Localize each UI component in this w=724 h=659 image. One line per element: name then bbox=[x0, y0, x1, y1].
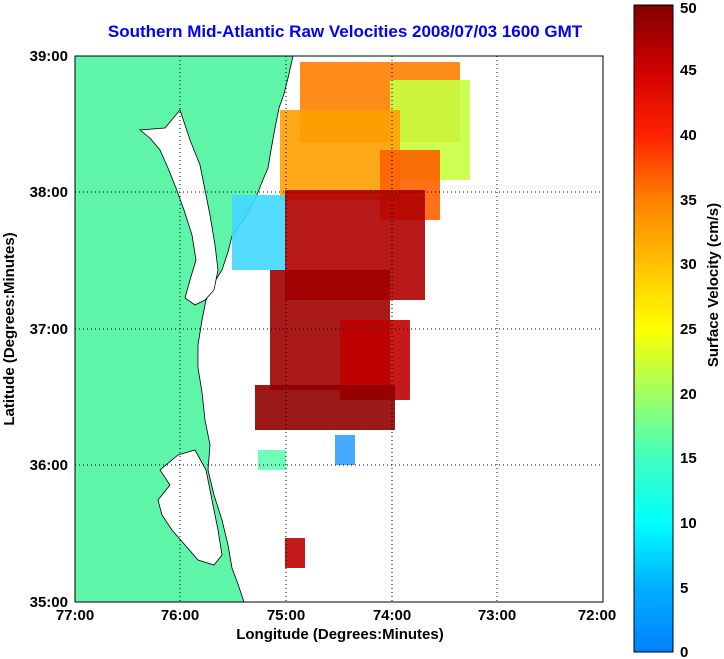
x-tick-label: 75:00 bbox=[267, 607, 305, 624]
velocity-patch bbox=[285, 538, 305, 568]
y-tick-label: 37:00 bbox=[30, 321, 68, 338]
colorbar-tick-label: 20 bbox=[680, 386, 697, 403]
chesapeake-bay bbox=[138, 109, 219, 306]
x-axis-label: Longitude (Degrees:Minutes) bbox=[236, 626, 444, 643]
colorbar-tick-labels: 0 5 10 15 20 25 30 35 40 45 50 bbox=[680, 0, 697, 659]
colorbar-tick-label: 45 bbox=[680, 62, 697, 79]
velocity-patch bbox=[258, 450, 286, 470]
y-tick-label: 38:00 bbox=[30, 184, 68, 201]
x-tick-label: 73:00 bbox=[478, 607, 516, 624]
grid-lines bbox=[75, 56, 603, 602]
colorbar-tick-label: 35 bbox=[680, 192, 697, 209]
x-tick-label: 72:00 bbox=[578, 607, 616, 624]
colorbar-tick-label: 15 bbox=[680, 450, 697, 467]
velocity-patch bbox=[335, 435, 355, 465]
y-axis-label: Latitude (Degrees:Minutes) bbox=[1, 232, 18, 425]
colorbar-tick-label: 0 bbox=[680, 644, 688, 659]
plot-frame bbox=[74, 55, 604, 603]
colorbar-tick-label: 30 bbox=[680, 256, 697, 273]
y-tick-label: 35:00 bbox=[30, 594, 68, 611]
y-tick-labels: 35:00 36:00 37:00 38:00 39:00 bbox=[30, 48, 68, 611]
y-tick-label: 36:00 bbox=[30, 457, 68, 474]
colorbar-tick-label: 10 bbox=[680, 515, 697, 532]
x-tick-label: 74:00 bbox=[373, 607, 411, 624]
chart-title: Southern Mid-Atlantic Raw Velocities 200… bbox=[107, 22, 583, 41]
colorbar-label: Surface Velocity (cm/s) bbox=[705, 203, 722, 367]
x-tick-labels: 77:00 76:00 75:00 74:00 73:00 72:00 bbox=[56, 607, 616, 624]
x-tick-label: 76:00 bbox=[161, 607, 199, 624]
colorbar-tick-label: 5 bbox=[680, 580, 688, 597]
colorbar-tick-label: 40 bbox=[680, 127, 697, 144]
velocity-patch bbox=[255, 385, 395, 430]
pamlico-sound bbox=[157, 449, 223, 566]
x-tick-label: 77:00 bbox=[56, 607, 94, 624]
colorbar-tick-label: 25 bbox=[680, 321, 697, 338]
y-tick-label: 39:00 bbox=[30, 48, 68, 65]
colorbar-tick-label: 50 bbox=[680, 0, 697, 17]
velocity-patch bbox=[232, 195, 287, 270]
colorbar bbox=[633, 4, 674, 653]
